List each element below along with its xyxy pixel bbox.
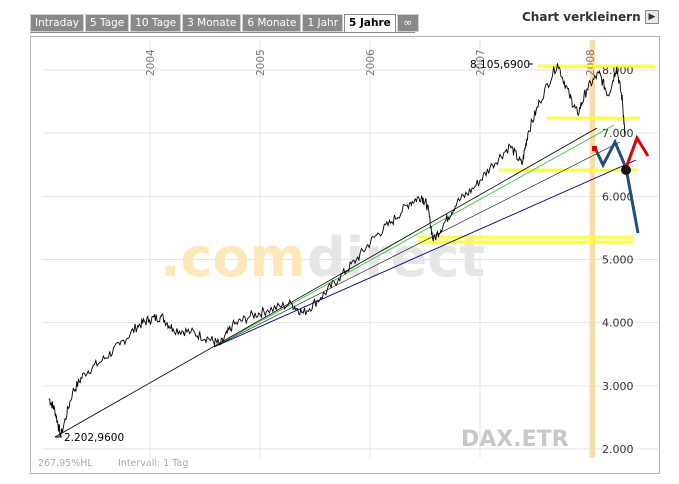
tab-3[interactable]: 3 Monate bbox=[182, 14, 242, 32]
change-label: 267,95%HL bbox=[38, 458, 93, 469]
trendline-green bbox=[213, 124, 615, 348]
tab-4[interactable]: 6 Monate bbox=[242, 14, 302, 32]
interval-label: Intervall: 1 Tag bbox=[118, 458, 188, 469]
x-tick-label: 2004 bbox=[145, 49, 157, 76]
tab-1[interactable]: 5 Tage bbox=[84, 14, 130, 32]
price-line bbox=[48, 63, 626, 437]
min-label: 2.202,9600 bbox=[64, 432, 124, 444]
projection-pivot-dot bbox=[621, 165, 631, 175]
chart-area bbox=[30, 36, 660, 474]
x-axis-ticks: 2004 2005 2006 2007 2008 bbox=[145, 49, 597, 76]
instrument-label: DAX.ETR bbox=[461, 427, 569, 452]
watermark-orange: .com bbox=[160, 226, 306, 289]
y-tick-label: 6.000 bbox=[602, 190, 634, 203]
y-tick-label: 5.000 bbox=[602, 254, 634, 267]
trendline-black-long bbox=[54, 127, 598, 438]
x-tick-label: 2008 bbox=[585, 49, 597, 76]
trendline-black-mid bbox=[213, 141, 621, 348]
time-range-tabs: Intraday 5 Tage 10 Tage 3 Monate 6 Monate 1 J… bbox=[30, 14, 420, 33]
tab-2[interactable]: 10 Tage bbox=[130, 14, 182, 32]
tab-0[interactable]: Intraday bbox=[30, 14, 84, 32]
annotations bbox=[54, 63, 655, 438]
projection-blue-path bbox=[594, 138, 640, 234]
max-label: 8.105,6900 bbox=[470, 59, 530, 71]
y-tick-label: 4.000 bbox=[602, 317, 634, 330]
watermark-gray: direct bbox=[307, 226, 485, 289]
tab-underline bbox=[30, 32, 415, 33]
tab-7[interactable]: ∞ bbox=[396, 14, 419, 32]
shrink-chart-link[interactable]: Chart verkleinern bbox=[522, 10, 641, 24]
today-marker bbox=[590, 40, 595, 458]
x-tick-label: 2006 bbox=[365, 49, 377, 76]
play-right-icon[interactable]: ▶ bbox=[645, 10, 659, 24]
projection-start-marker bbox=[592, 146, 597, 151]
y-tick-label: 7.000 bbox=[602, 127, 634, 140]
trendline-navy bbox=[213, 159, 637, 348]
tab-5[interactable]: 1 Jahr bbox=[302, 14, 344, 32]
x-tick-label: 2007 bbox=[475, 49, 487, 76]
y-tick-label: 3.000 bbox=[602, 380, 634, 393]
x-tick-label: 2005 bbox=[255, 49, 267, 76]
projection-red-path bbox=[624, 134, 650, 169]
y-tick-label: 2.000 bbox=[602, 443, 634, 456]
